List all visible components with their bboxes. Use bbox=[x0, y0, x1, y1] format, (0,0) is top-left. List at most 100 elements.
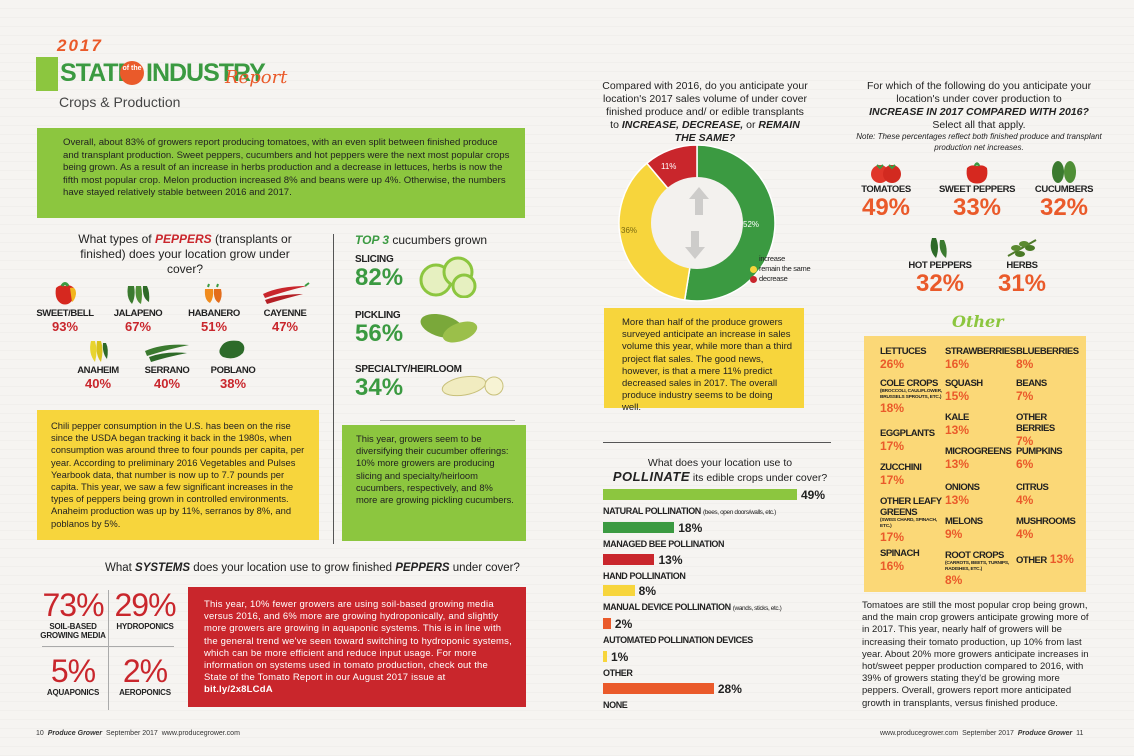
other-crop-item: ZUCCHINI 17% bbox=[880, 462, 942, 487]
legend-decrease: decrease bbox=[750, 274, 788, 283]
systems-question-mid: does your location use to grow finished bbox=[190, 562, 396, 574]
crop-sweet-peppers: SWEET PEPPERS 33% bbox=[937, 160, 1017, 221]
legend-dot bbox=[750, 265, 757, 273]
middle-divider bbox=[603, 442, 831, 443]
up-down-arrows-icon bbox=[685, 187, 709, 259]
cucumber-icon bbox=[1024, 160, 1104, 184]
pollination-label: OTHER bbox=[603, 668, 633, 678]
system-name: HYDROPONICS bbox=[116, 622, 174, 631]
other-crop-pct: 6% bbox=[1016, 457, 1034, 471]
other-crop-name: BEANS bbox=[1016, 378, 1047, 389]
pollination-bar bbox=[603, 651, 607, 663]
pollination-bar bbox=[603, 618, 611, 630]
pollination-label: NONE bbox=[603, 700, 742, 710]
pollination-label-text: NONE bbox=[603, 700, 628, 710]
other-crop-pct: 8% bbox=[945, 573, 963, 587]
cucumber-item-slicing: SLICING 82% bbox=[355, 254, 403, 291]
pollination-bar bbox=[603, 683, 714, 695]
other-crop-pct: 17% bbox=[880, 473, 905, 487]
legend-dot bbox=[750, 275, 757, 283]
cucumbers-title: TOP 3 cucumbers grown bbox=[355, 233, 487, 247]
cayenne-icon bbox=[250, 280, 320, 308]
other-crop-name: PUMPKINS bbox=[1016, 446, 1063, 457]
sales-question: Compared with 2016, do you anticipate yo… bbox=[602, 80, 808, 145]
other-crop-name: ONIONS bbox=[945, 482, 980, 493]
pickling-cucumber-icon bbox=[418, 310, 480, 351]
footer-url[interactable]: www.producegrower.com bbox=[161, 730, 240, 737]
other-crop-item: CITRUS 4% bbox=[1016, 482, 1084, 507]
other-crop-pct: 4% bbox=[1016, 493, 1034, 507]
crop-pct: 31% bbox=[997, 270, 1047, 297]
crop-herbs: HERBS 31% bbox=[982, 236, 1062, 297]
system-name: SOIL-BASED GROWING MEDIA bbox=[40, 622, 106, 640]
legend-dot bbox=[750, 255, 757, 263]
system-aquaponics: 5% AQUAPONICS bbox=[40, 654, 106, 697]
sales-question-em2: REMAIN THE SAME? bbox=[674, 119, 800, 144]
other-crop-pct: 7% bbox=[1016, 434, 1034, 448]
report-year: 2017 bbox=[57, 36, 103, 55]
other-crop-pct: 17% bbox=[880, 530, 905, 544]
pollination-pct: 18% bbox=[678, 520, 703, 535]
pollination-row: 28% NONE bbox=[603, 680, 742, 710]
systems-question: What SYSTEMS does your location use to g… bbox=[105, 562, 520, 574]
other-crop-item: MUSHROOMS 4% bbox=[1016, 516, 1084, 541]
system-pct: 5% bbox=[50, 653, 96, 689]
system-hydroponics: 29% HYDROPONICS bbox=[112, 588, 178, 631]
pollination-bar bbox=[603, 554, 655, 566]
cucumber-name: SPECIALTY/HEIRLOOM bbox=[355, 364, 462, 375]
other-crop-pct: 13% bbox=[1049, 552, 1074, 566]
section-subtitle: Crops & Production bbox=[59, 94, 181, 110]
other-crop-name: CITRUS bbox=[1016, 482, 1049, 493]
title-report: Report bbox=[225, 67, 288, 88]
pollination-label: MANAGED BEE POLLINATION bbox=[603, 539, 725, 549]
footer-url[interactable]: www.producegrower.com bbox=[880, 730, 959, 737]
anaheim-icon bbox=[63, 337, 133, 365]
increase-note: Note: These percentages reflect both fin… bbox=[856, 132, 1102, 152]
system-name: AQUAPONICS bbox=[46, 688, 100, 697]
other-crop-item: PUMPKINS 6% bbox=[1016, 446, 1084, 471]
column-divider bbox=[333, 234, 334, 544]
other-crop-item: MELONS 9% bbox=[945, 516, 1013, 541]
pollination-row: 1% OTHER bbox=[603, 648, 633, 678]
other-crop-name: MICROGREENS bbox=[945, 446, 1012, 457]
pollination-row: 13% HAND POLLINATION bbox=[603, 551, 686, 581]
crop-cucumbers: CUCUMBERS 32% bbox=[1024, 160, 1104, 221]
increase-question-em: INCREASE IN 2017 COMPARED WITH 2016? bbox=[869, 106, 1089, 118]
legend-label: decrease bbox=[759, 274, 788, 283]
pollination-label: NATURAL POLLINATION (bees, open doors/wa… bbox=[603, 506, 825, 516]
cucumber-item-pickling: PICKLING 56% bbox=[355, 310, 403, 347]
pollination-question-post: its edible crops under cover? bbox=[690, 472, 828, 484]
donut-label-same: 36% bbox=[621, 226, 637, 235]
pepper-name: SWEET/BELL bbox=[36, 308, 94, 319]
system-name: AEROPONICS bbox=[119, 688, 171, 697]
other-crop-item: BLUEBERRIES 8% bbox=[1016, 346, 1084, 371]
systems-question-em2: PEPPERS bbox=[395, 562, 450, 574]
donut-label-increase: 52% bbox=[743, 220, 759, 229]
other-crop-item: OTHER 13% bbox=[1016, 550, 1084, 568]
pollination-pct: 8% bbox=[638, 583, 657, 598]
pollination-bar bbox=[603, 489, 797, 501]
pollination-question-em: POLLINATE bbox=[612, 469, 691, 484]
pepper-item-habanero: HABANERO 51% bbox=[179, 280, 249, 334]
other-crop-item: OTHER BERRIES 7% bbox=[1016, 412, 1084, 448]
systems-link[interactable]: bit.ly/2x8LCdA bbox=[204, 684, 273, 696]
pollination-pct: 1% bbox=[611, 649, 629, 664]
pollination-row: 49% NATURAL POLLINATION (bees, open doors… bbox=[603, 486, 825, 516]
other-crops-box bbox=[864, 336, 1086, 592]
pollination-row: 8% MANUAL DEVICE POLLINATION (wands, stic… bbox=[603, 582, 782, 612]
pollination-label-text: MANUAL DEVICE POLLINATION bbox=[603, 602, 731, 612]
systems-question-em1: SYSTEMS bbox=[135, 562, 191, 574]
cucumber-item-specialty: SPECIALTY/HEIRLOOM 34% bbox=[355, 364, 462, 401]
pepper-name: POBLANO bbox=[210, 365, 256, 376]
other-crop-name: MELONS bbox=[945, 516, 983, 527]
other-crop-name: OTHER bbox=[1016, 555, 1047, 566]
legend-label: remain the same bbox=[759, 264, 811, 273]
cucumber-pct: 82% bbox=[355, 264, 404, 291]
pollination-label-detail: (bees, open doors/walls, etc.) bbox=[703, 509, 776, 516]
other-crop-name: BLUEBERRIES bbox=[1016, 346, 1079, 357]
other-crop-item: STRAWBERRIES 16% bbox=[945, 346, 1016, 371]
pepper-item-sweet-bell: SWEET/BELL 93% bbox=[30, 280, 100, 334]
increase-question-post: Select all that apply. bbox=[932, 119, 1026, 131]
other-crop-name: MUSHROOMS bbox=[1016, 516, 1076, 527]
pollination-label-text: NATURAL POLLINATION bbox=[603, 506, 701, 516]
